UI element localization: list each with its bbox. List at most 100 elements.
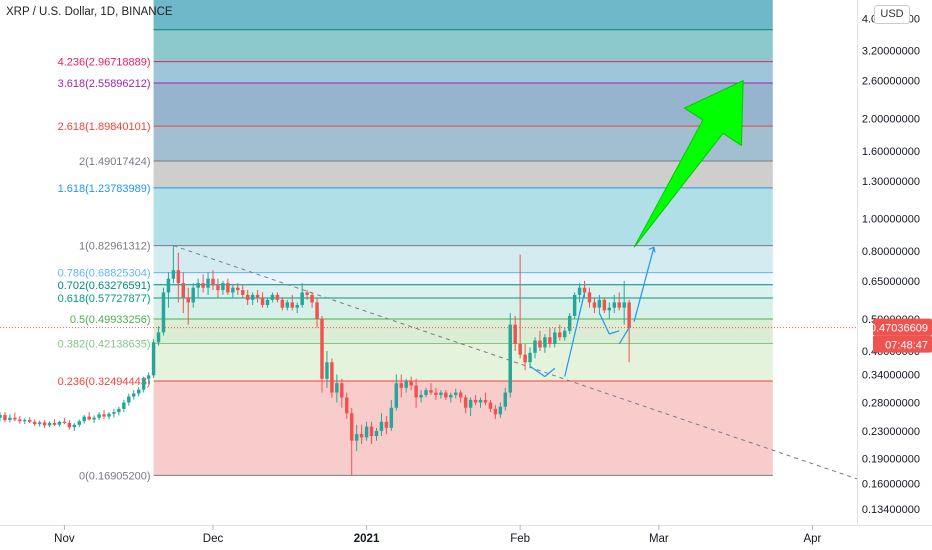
candle — [473, 394, 478, 406]
candle-body — [369, 426, 374, 437]
candle-body — [23, 420, 27, 422]
candle-body — [241, 290, 245, 295]
candle-body — [72, 424, 77, 428]
candle — [136, 386, 141, 397]
fib-band-2 — [153, 126, 773, 162]
candle-body — [0, 414, 2, 418]
candle — [379, 413, 384, 437]
candle-body — [424, 390, 428, 395]
candle-body — [330, 362, 334, 393]
candle — [201, 274, 205, 293]
candle-body — [587, 292, 592, 303]
candle — [42, 420, 47, 428]
candle — [399, 374, 403, 398]
price-tick-label: 3.20000000 — [862, 46, 920, 58]
candle — [18, 416, 22, 424]
candle — [389, 399, 394, 431]
candle — [463, 394, 468, 414]
candle — [57, 420, 62, 427]
price-tick-label: 1.00000000 — [862, 214, 920, 226]
candle — [151, 338, 156, 378]
candle-body — [77, 421, 81, 425]
candle — [607, 302, 612, 319]
candle — [617, 292, 621, 311]
price-tick-label: 0.80000000 — [862, 246, 920, 258]
candle — [543, 333, 547, 353]
candle — [612, 294, 616, 314]
candle — [513, 315, 517, 352]
candle — [454, 388, 458, 399]
candle-body — [245, 294, 250, 300]
candle — [310, 292, 314, 308]
candle — [32, 419, 37, 426]
price-tick-label: 1.30000000 — [862, 176, 920, 188]
blue-arrowhead — [648, 246, 656, 253]
fib-band-top — [153, 0, 773, 30]
candle-body — [151, 342, 156, 376]
candle-body — [384, 421, 389, 428]
candle-body — [359, 434, 364, 438]
candle-body — [320, 318, 324, 379]
blue-stroke — [529, 365, 546, 378]
candle — [349, 407, 354, 476]
candle-body — [493, 408, 498, 415]
time-tick-label: Nov — [54, 533, 75, 545]
candle-body — [562, 330, 567, 338]
fib-band-0.236 — [153, 343, 773, 382]
candle-body — [305, 292, 309, 295]
candle — [275, 292, 280, 303]
candle — [364, 421, 369, 441]
candle — [439, 390, 443, 399]
candle-body — [102, 414, 106, 417]
annotations — [0, 79, 857, 378]
fib-band-2.618 — [153, 82, 773, 127]
candle — [562, 327, 567, 341]
candle — [315, 297, 319, 328]
candle-body — [52, 422, 57, 425]
fib-label-2.618: 2.618(1.89840101) — [58, 121, 151, 133]
price-tick-label: 0.23000000 — [862, 426, 920, 438]
fib-labels: 0(0.16905200) 0.236(0.32494443) 0.382(0.42… — [58, 57, 151, 483]
candle-body — [280, 299, 285, 308]
fib-label-1.618: 1.618(1.23783989) — [58, 183, 151, 195]
candle-body — [216, 285, 220, 291]
candle — [285, 299, 290, 311]
candle — [503, 387, 508, 411]
candle-body — [87, 416, 91, 420]
candle — [414, 378, 418, 408]
candle-body — [221, 283, 225, 291]
candle-body — [122, 402, 126, 409]
candle-body — [310, 294, 314, 303]
candle-body — [577, 287, 582, 295]
candle — [231, 285, 235, 298]
candle-body — [434, 392, 438, 395]
candle — [82, 414, 86, 424]
candle-body — [498, 406, 503, 415]
fib-label-1: 1(0.82961312) — [79, 241, 151, 253]
candle — [67, 420, 72, 430]
candle — [127, 393, 131, 406]
trendline-layer — [173, 245, 858, 480]
fib-band-1 — [153, 187, 773, 246]
candle-body — [572, 294, 577, 316]
candle-body — [558, 332, 562, 338]
candle — [102, 409, 106, 419]
candle — [548, 327, 552, 348]
candle — [211, 270, 215, 291]
candle — [290, 294, 295, 311]
currency-button[interactable]: USD — [874, 5, 910, 24]
price-axis: 4.000000003.200000002.600000002.00000000… — [857, 0, 920, 525]
candle-body — [429, 390, 433, 393]
chart-header: XRP / U.S. Dollar, 1D, BINANCE — [6, 6, 173, 18]
candle — [117, 406, 121, 416]
candle — [13, 412, 17, 422]
candle-body — [176, 270, 181, 284]
candle — [300, 283, 304, 308]
countdown-label: 07:48:47 — [885, 340, 928, 352]
time-tick-label: Mar — [649, 533, 669, 545]
candle-body — [196, 283, 200, 288]
time-tick-label: Feb — [510, 533, 530, 545]
candle — [488, 399, 493, 413]
fib-label-0.786: 0.786(0.68825304) — [58, 268, 151, 280]
